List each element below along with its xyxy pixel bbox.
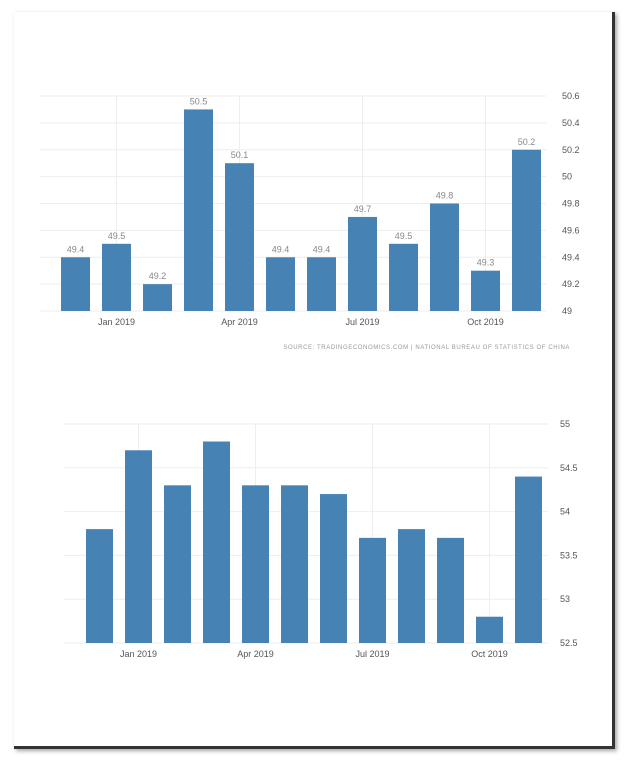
y-tick-label: 49.4 bbox=[562, 252, 580, 262]
bar bbox=[515, 476, 542, 643]
x-tick-label: Jul 2019 bbox=[345, 317, 379, 327]
chart-manufacturing-bars: 49 49.2 49.4 49.6 49.8 50 50.2 50.4 50.6 49.4 49.5… bbox=[40, 91, 580, 327]
bar bbox=[164, 485, 191, 643]
x-tick-label: Jan 2019 bbox=[120, 649, 157, 659]
y-tick-label: 55 bbox=[560, 419, 570, 429]
bar bbox=[61, 257, 90, 311]
bar bbox=[471, 270, 500, 311]
data-label: 49.4 bbox=[313, 244, 331, 254]
data-label: 49.5 bbox=[108, 231, 126, 241]
data-label: 49.4 bbox=[272, 244, 290, 254]
data-label: 50.5 bbox=[190, 96, 208, 106]
y-tick-label: 53 bbox=[560, 594, 570, 604]
bar bbox=[348, 216, 377, 311]
data-label: 49.5 bbox=[395, 231, 413, 241]
bar bbox=[437, 537, 464, 643]
data-label: 50.2 bbox=[518, 137, 536, 147]
y-tick-label: 52.5 bbox=[560, 638, 578, 648]
bar bbox=[225, 163, 254, 311]
source-note: SOURCE: TRADINGECONOMICS.COM | NATIONAL … bbox=[283, 345, 570, 351]
bar bbox=[398, 529, 425, 643]
y-tick-label: 49.6 bbox=[562, 225, 580, 235]
data-label: 49.3 bbox=[477, 258, 495, 268]
x-tick-label: Apr 2019 bbox=[237, 649, 274, 659]
data-label: 49.2 bbox=[149, 271, 167, 281]
y-tick-label: 49.8 bbox=[562, 199, 580, 209]
bar bbox=[86, 529, 113, 643]
bar bbox=[512, 149, 541, 311]
data-label: 49.8 bbox=[436, 191, 454, 201]
data-label: 49.4 bbox=[67, 244, 85, 254]
chart-non-manufacturing-bars: 52.5 53 53.5 54 54.5 55 Jan 2019 Apr 2019 Jul 20… bbox=[64, 419, 578, 659]
y-tick-label: 50.2 bbox=[562, 145, 580, 155]
bar bbox=[430, 203, 459, 311]
bar bbox=[281, 485, 308, 643]
x-tick-label: Jan 2019 bbox=[98, 317, 135, 327]
y-tick-label: 54 bbox=[560, 507, 570, 517]
x-tick-label: Oct 2019 bbox=[467, 317, 504, 327]
x-tick-label: Jul 2019 bbox=[355, 649, 389, 659]
chart-sheet bbox=[14, 12, 615, 749]
bar bbox=[389, 243, 418, 311]
y-tick-label: 50.4 bbox=[562, 118, 580, 128]
x-tick-label: Apr 2019 bbox=[221, 317, 258, 327]
bar bbox=[359, 537, 386, 643]
bar bbox=[307, 257, 336, 311]
y-tick-label: 49 bbox=[562, 306, 572, 316]
bar bbox=[242, 485, 269, 643]
data-label: 49.7 bbox=[354, 204, 372, 214]
y-tick-label: 50.6 bbox=[562, 91, 580, 101]
y-tick-label: 49.2 bbox=[562, 279, 580, 289]
y-tick-label: 54.5 bbox=[560, 463, 578, 473]
bar bbox=[143, 284, 172, 311]
bar bbox=[102, 243, 131, 311]
bar bbox=[125, 450, 152, 643]
bar bbox=[203, 441, 230, 643]
bar bbox=[320, 494, 347, 643]
data-label: 50.1 bbox=[231, 150, 249, 160]
x-tick-label: Oct 2019 bbox=[471, 649, 508, 659]
bar bbox=[184, 109, 213, 311]
y-tick-label: 50 bbox=[562, 172, 572, 182]
y-tick-label: 53.5 bbox=[560, 550, 578, 560]
bar bbox=[476, 616, 503, 643]
bar bbox=[266, 257, 295, 311]
